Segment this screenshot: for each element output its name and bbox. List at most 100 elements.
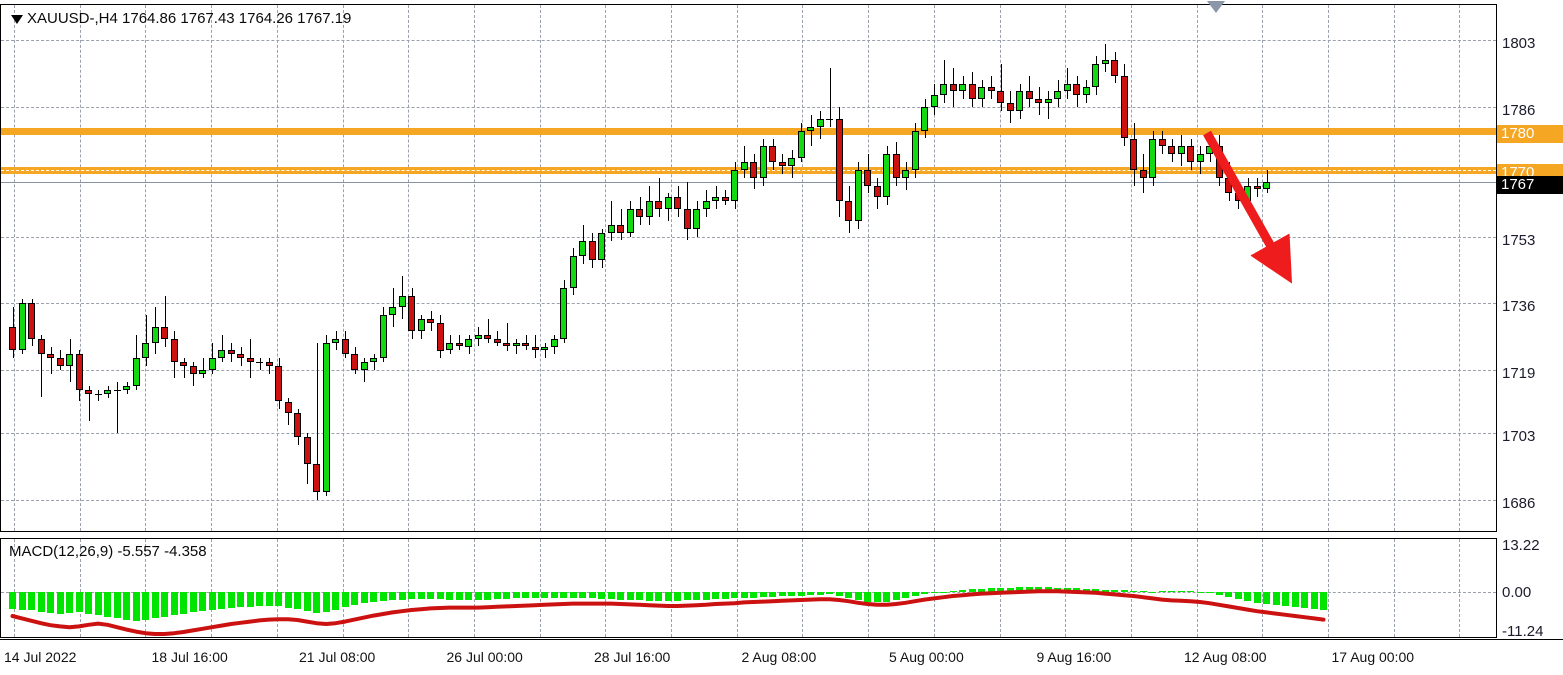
candle-wick (621, 209, 622, 241)
macd-histogram-bar (1016, 587, 1023, 592)
macd-histogram-bar (275, 592, 282, 607)
candle-wick (507, 323, 508, 351)
macd-histogram-bar (892, 592, 900, 600)
time-axis-label: 14 Jul 2022 (4, 649, 77, 665)
macd-histogram-bar (132, 592, 140, 621)
price-axis-label: 1753 (1502, 231, 1536, 249)
gridline-vertical (605, 5, 607, 531)
price-axis-badge-1780: 1780 (1497, 124, 1563, 143)
macd-histogram-bar (1187, 591, 1194, 593)
candle-body (1149, 138, 1156, 178)
macd-histogram-bar (978, 588, 985, 592)
macd-histogram-bar (1291, 592, 1299, 608)
candle-wick (459, 334, 460, 351)
candle-body (180, 362, 187, 367)
macd-axis-label: 0.00 (1502, 583, 1532, 601)
macd-histogram-bar (778, 592, 786, 597)
candle-body (560, 287, 567, 339)
macd-histogram-bar (199, 592, 206, 611)
macd-histogram-bar (1092, 589, 1099, 592)
macd-histogram-bar (427, 592, 434, 599)
macd-histogram-bar (873, 592, 881, 603)
candle-body (1101, 60, 1109, 64)
candle-body (854, 169, 862, 221)
macd-histogram-bar (9, 592, 16, 609)
candle-body (351, 354, 358, 371)
macd-indicator-pane[interactable]: MACD(12,26,9) -5.557 -4.358 (0, 538, 1497, 638)
macd-histogram-bar (940, 592, 947, 593)
time-axis[interactable]: 14 Jul 2022 18 Jul 16:00 21 Jul 08:00 26 Ju… (0, 639, 1563, 675)
price-axis-label: 1686 (1502, 494, 1536, 512)
macd-histogram-bar (835, 592, 843, 596)
macd-histogram-bar (930, 592, 938, 594)
candle-wick (222, 334, 223, 363)
candle-body (987, 87, 995, 92)
macd-histogram-bar (579, 592, 586, 598)
candle-body (199, 370, 206, 374)
macd-histogram-bar (256, 592, 263, 607)
price-chart-pane[interactable]: XAUUSD-,H4 1764.86 1767.43 1764.26 1767.… (0, 4, 1497, 532)
candle-wick (1029, 75, 1030, 108)
macd-histogram-bar (693, 592, 700, 600)
price-plot-area[interactable] (1, 5, 1496, 531)
candle-body (664, 197, 672, 210)
candle-wick (516, 338, 517, 355)
candle-wick (944, 60, 945, 104)
candle-body (693, 209, 700, 229)
gridline-vertical (868, 5, 870, 531)
macd-histogram-bar (921, 592, 928, 595)
gridline-horizontal (1, 107, 1496, 109)
candle-wick (1048, 91, 1049, 119)
candle-body (1234, 193, 1242, 202)
macd-histogram-bar (674, 592, 681, 601)
candle-wick (488, 319, 489, 343)
macd-histogram-bar (294, 592, 301, 610)
candle-body (465, 338, 472, 347)
candle-wick (830, 67, 831, 127)
macd-histogram-bar (883, 592, 890, 602)
candle-body (522, 342, 529, 347)
candle-body (873, 185, 881, 198)
price-axis-badge-1767: 1767 (1497, 175, 1563, 194)
candle-body (455, 342, 463, 347)
candle-wick (117, 381, 118, 433)
macd-histogram-bar (1168, 590, 1175, 592)
candle-wick (317, 342, 318, 500)
macd-histogram-bar (123, 592, 130, 620)
macd-histogram-bar (94, 592, 102, 616)
candle-body (911, 130, 919, 170)
macd-histogram-bar (636, 592, 643, 601)
macd-histogram-bar (389, 592, 396, 600)
gridline-vertical (408, 539, 410, 637)
macd-histogram-bar (474, 592, 482, 600)
macd-histogram-bar (455, 592, 463, 600)
candle-body (1263, 181, 1270, 190)
macd-histogram-bar (1310, 592, 1318, 609)
macd-histogram-bar (465, 592, 472, 600)
macd-histogram-bar (1177, 590, 1185, 592)
macd-histogram-bar (531, 592, 539, 598)
macd-histogram-bar (683, 592, 691, 601)
candle-body (826, 118, 833, 120)
macd-histogram-bar (66, 592, 73, 613)
candle-wick (193, 362, 194, 386)
macd-histogram-bar (37, 592, 45, 612)
triangle-down-icon[interactable] (11, 15, 23, 24)
gridline-horizontal (1, 303, 1496, 305)
candle-body (1187, 146, 1194, 162)
time-axis-label: 18 Jul 16:00 (151, 649, 228, 665)
gridline-vertical (342, 5, 344, 531)
macd-histogram-bar (864, 592, 871, 602)
candle-body (493, 338, 501, 343)
candle-body (550, 338, 558, 347)
candle-wick (165, 295, 166, 347)
candle-wick (497, 330, 498, 347)
candle-body (66, 354, 73, 367)
price-axis[interactable]: 1803 1786 1753 1736 1719 1703 1686 1780 1770 1767 (1497, 4, 1563, 532)
macd-histogram-bar (826, 592, 833, 595)
macd-histogram-bar (417, 592, 425, 599)
candle-wick (269, 358, 270, 374)
level-line-1780[interactable] (1, 127, 1496, 135)
candle-body (1215, 146, 1223, 178)
